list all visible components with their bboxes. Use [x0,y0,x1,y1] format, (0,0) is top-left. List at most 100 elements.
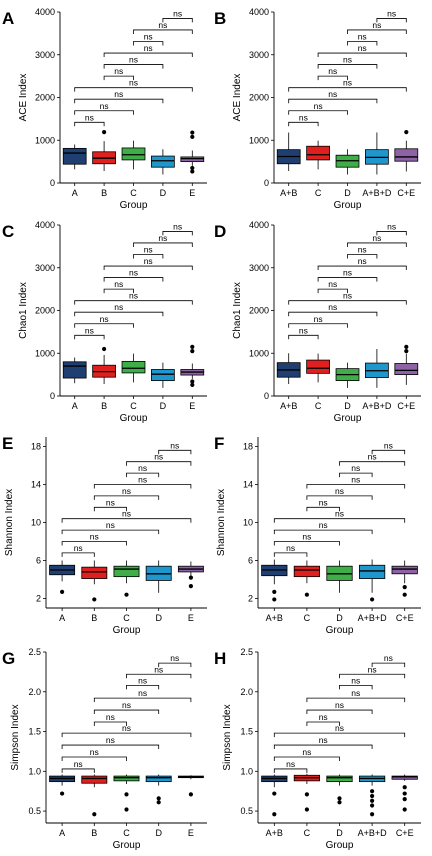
box-body [121,147,146,161]
x-tick-label: B [101,188,107,198]
outlier-point [402,585,407,590]
significance-bracket: ns [61,759,95,773]
bracket-line [61,756,127,761]
bracket-line [317,277,378,282]
box-body [81,566,108,579]
outlier-point [370,597,375,602]
y-tick-label: 1.5 [28,727,41,737]
significance-bracket: ns [74,112,105,127]
x-tick-label: C+E [396,613,414,623]
box-c-plus-e [394,130,419,172]
box-a-plus-b-plus-d [365,348,389,388]
significance-bracket: ns [371,653,406,668]
outlier-point [124,807,129,812]
y-tick-label: 2000 [249,306,269,316]
bracket-label: ns [154,452,163,462]
y-tick-label: 3000 [249,263,269,273]
box-body [306,145,330,161]
bracket-line [93,697,192,703]
outlier-point [272,597,277,602]
y-tick-label: 4000 [249,7,269,17]
bracket-label: ns [299,112,308,122]
box-e [177,561,204,589]
bracket-label: ns [302,747,311,757]
x-tick-label: E [189,401,195,411]
bracket-label: ns [343,78,352,88]
bracket-label: ns [90,532,99,542]
bracket-line [347,29,407,34]
box-b [92,346,116,385]
bracket-label: ns [351,475,360,485]
outlier-point [402,791,407,796]
box-body [391,565,418,575]
significance-bracket: ns [74,101,134,115]
significance-bracket: ns [273,735,373,750]
box-a [62,144,87,170]
y-tick-label: 0.5 [240,806,253,816]
y-tick-label: 1.0 [240,766,253,776]
outlier-point [370,793,375,799]
y-axis-label: Shannon Index [4,489,15,556]
x-tick-label: B [91,828,97,838]
bracket-label: ns [328,89,337,99]
significance-bracket: ns [317,43,407,58]
outlier-point [190,169,195,174]
box-body [81,775,108,784]
significance-bracket: ns [339,452,406,466]
bracket-line [126,673,192,679]
bracket-line [306,697,406,703]
bracket-label: ns [387,221,396,231]
significance-bracket: ns [317,66,348,81]
x-tick-label: B [101,401,107,411]
bracket-label: ns [358,43,367,53]
bracket-label: ns [106,735,115,745]
significance-bracket: ns [133,31,164,46]
y-tick-label: 2.0 [28,687,41,697]
y-tick-label: 0 [264,391,269,401]
bracket-line [288,121,319,127]
box-d [335,149,360,175]
bracket-line [339,472,373,478]
significance-bracket: ns [93,700,160,715]
y-axis-label: Chao1 Index [18,282,29,339]
box-d [145,560,172,593]
y-tick-label: 6 [36,556,41,566]
bracket-line [133,41,164,46]
box-e [180,344,205,387]
y-tick-label: 10 [243,518,253,528]
bracket-label: ns [351,463,360,473]
bracket-label: ns [158,20,167,30]
box-body [358,564,386,579]
bracket-line [347,41,378,46]
bracket-line [74,311,164,317]
bracket-line [158,662,192,668]
box-a [49,774,76,796]
bracket-line [306,709,373,715]
significance-bracket: ns [133,244,164,259]
x-tick-label: A [59,828,65,838]
x-axis-label: Group [334,413,362,424]
bracket-line [93,709,160,715]
bracket-line [74,98,164,104]
bracket-label: ns [328,302,337,312]
panel-letter: F [214,434,224,453]
bracket-label: ns [138,688,147,698]
significance-bracket: ns [103,66,134,81]
y-tick-label: 18 [31,442,41,452]
bracket-line [339,673,406,679]
bracket-label: ns [335,700,344,710]
x-tick-label: A+B+D [358,613,388,623]
box-a-plus-b [276,132,301,172]
bracket-line [273,756,340,761]
significance-bracket: ns [158,653,192,668]
y-tick-label: 1000 [249,348,269,358]
box-body [326,775,353,783]
box-c [113,560,140,597]
bracket-line [162,231,193,236]
significance-bracket: ns [93,712,127,726]
y-tick-label: 18 [243,442,253,452]
box-c-plus-e [391,560,418,597]
box-body [293,565,321,578]
bracket-line [306,506,340,512]
bracket-line [273,518,406,523]
